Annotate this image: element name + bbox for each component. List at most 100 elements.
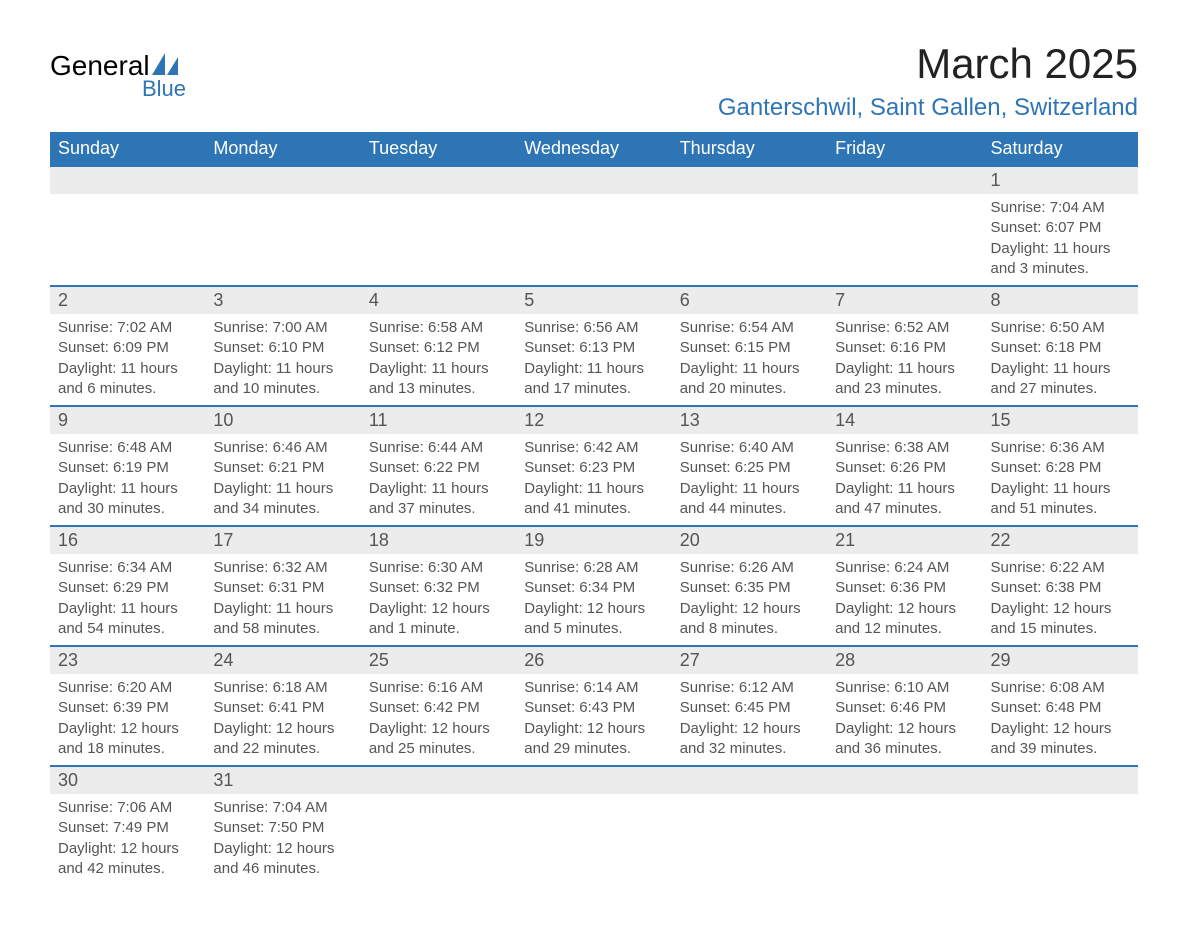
weekday-header: Friday xyxy=(827,132,982,166)
daylight-line: Daylight: 12 hours and 36 minutes. xyxy=(835,719,974,760)
sunrise-line: Sunrise: 6:14 AM xyxy=(524,678,663,698)
daylight-line: Daylight: 12 hours and 32 minutes. xyxy=(680,719,819,760)
day-number-cell xyxy=(516,166,671,194)
sunrise-line: Sunrise: 6:38 AM xyxy=(835,438,974,458)
daylight-line: Daylight: 11 hours and 37 minutes. xyxy=(369,479,508,520)
sunset-line: Sunset: 6:48 PM xyxy=(991,698,1130,718)
day-number-cell: 8 xyxy=(983,286,1138,314)
weekday-header: Monday xyxy=(205,132,360,166)
daylight-line: Daylight: 11 hours and 10 minutes. xyxy=(213,359,352,400)
daylight-line: Daylight: 12 hours and 5 minutes. xyxy=(524,599,663,640)
sunset-line: Sunset: 6:29 PM xyxy=(58,578,197,598)
day-detail-cell: Sunrise: 6:24 AMSunset: 6:36 PMDaylight:… xyxy=(827,554,982,646)
day-detail-cell: Sunrise: 7:00 AMSunset: 6:10 PMDaylight:… xyxy=(205,314,360,406)
day-detail-cell: Sunrise: 6:46 AMSunset: 6:21 PMDaylight:… xyxy=(205,434,360,526)
sunset-line: Sunset: 6:13 PM xyxy=(524,338,663,358)
day-number-cell xyxy=(361,766,516,794)
sunset-line: Sunset: 6:28 PM xyxy=(991,458,1130,478)
logo: General Blue xyxy=(50,50,186,102)
day-number-cell xyxy=(983,766,1138,794)
day-number-cell: 28 xyxy=(827,646,982,674)
day-detail-cell: Sunrise: 6:16 AMSunset: 6:42 PMDaylight:… xyxy=(361,674,516,766)
day-detail-cell: Sunrise: 6:14 AMSunset: 6:43 PMDaylight:… xyxy=(516,674,671,766)
day-detail-cell xyxy=(516,194,671,286)
day-number-cell: 12 xyxy=(516,406,671,434)
day-detail-cell: Sunrise: 6:32 AMSunset: 6:31 PMDaylight:… xyxy=(205,554,360,646)
daylight-line: Daylight: 11 hours and 17 minutes. xyxy=(524,359,663,400)
weekday-header: Wednesday xyxy=(516,132,671,166)
day-detail-cell: Sunrise: 6:48 AMSunset: 6:19 PMDaylight:… xyxy=(50,434,205,526)
sunrise-line: Sunrise: 6:18 AM xyxy=(213,678,352,698)
daylight-line: Daylight: 11 hours and 54 minutes. xyxy=(58,599,197,640)
sunrise-line: Sunrise: 6:12 AM xyxy=(680,678,819,698)
day-number-cell: 29 xyxy=(983,646,1138,674)
sunset-line: Sunset: 6:23 PM xyxy=(524,458,663,478)
day-detail-cell: Sunrise: 7:06 AMSunset: 7:49 PMDaylight:… xyxy=(50,794,205,885)
day-number-cell: 31 xyxy=(205,766,360,794)
daylight-line: Daylight: 11 hours and 34 minutes. xyxy=(213,479,352,520)
day-detail-cell xyxy=(361,194,516,286)
daylight-line: Daylight: 12 hours and 39 minutes. xyxy=(991,719,1130,760)
day-detail-cell: Sunrise: 6:58 AMSunset: 6:12 PMDaylight:… xyxy=(361,314,516,406)
sunset-line: Sunset: 6:09 PM xyxy=(58,338,197,358)
day-detail-cell xyxy=(827,794,982,885)
daylight-line: Daylight: 12 hours and 46 minutes. xyxy=(213,839,352,880)
sunrise-line: Sunrise: 6:36 AM xyxy=(991,438,1130,458)
calendar-table: SundayMondayTuesdayWednesdayThursdayFrid… xyxy=(50,132,1138,885)
day-detail-cell: Sunrise: 6:28 AMSunset: 6:34 PMDaylight:… xyxy=(516,554,671,646)
day-number-cell: 16 xyxy=(50,526,205,554)
daylight-line: Daylight: 11 hours and 41 minutes. xyxy=(524,479,663,520)
day-number-cell: 5 xyxy=(516,286,671,314)
day-detail-cell: Sunrise: 6:10 AMSunset: 6:46 PMDaylight:… xyxy=(827,674,982,766)
day-number-cell: 24 xyxy=(205,646,360,674)
day-detail-cell xyxy=(983,794,1138,885)
day-detail-cell: Sunrise: 6:12 AMSunset: 6:45 PMDaylight:… xyxy=(672,674,827,766)
day-number-cell xyxy=(516,766,671,794)
sunrise-line: Sunrise: 6:20 AM xyxy=(58,678,197,698)
day-number-cell: 7 xyxy=(827,286,982,314)
sunrise-line: Sunrise: 7:02 AM xyxy=(58,318,197,338)
sunrise-line: Sunrise: 6:26 AM xyxy=(680,558,819,578)
daylight-line: Daylight: 12 hours and 25 minutes. xyxy=(369,719,508,760)
sunrise-line: Sunrise: 6:42 AM xyxy=(524,438,663,458)
day-detail-cell: Sunrise: 6:42 AMSunset: 6:23 PMDaylight:… xyxy=(516,434,671,526)
sunset-line: Sunset: 6:43 PM xyxy=(524,698,663,718)
sunset-line: Sunset: 6:35 PM xyxy=(680,578,819,598)
sunrise-line: Sunrise: 6:48 AM xyxy=(58,438,197,458)
sunrise-line: Sunrise: 6:08 AM xyxy=(991,678,1130,698)
day-detail-cell xyxy=(827,194,982,286)
day-number-row: 1 xyxy=(50,166,1138,194)
day-detail-cell xyxy=(672,794,827,885)
sunrise-line: Sunrise: 7:04 AM xyxy=(991,198,1130,218)
day-detail-cell: Sunrise: 6:08 AMSunset: 6:48 PMDaylight:… xyxy=(983,674,1138,766)
day-detail-cell: Sunrise: 7:02 AMSunset: 6:09 PMDaylight:… xyxy=(50,314,205,406)
sunset-line: Sunset: 6:25 PM xyxy=(680,458,819,478)
sunrise-line: Sunrise: 6:56 AM xyxy=(524,318,663,338)
sunset-line: Sunset: 6:42 PM xyxy=(369,698,508,718)
day-detail-cell: Sunrise: 6:52 AMSunset: 6:16 PMDaylight:… xyxy=(827,314,982,406)
sunset-line: Sunset: 6:45 PM xyxy=(680,698,819,718)
day-number-row: 3031 xyxy=(50,766,1138,794)
sunrise-line: Sunrise: 7:04 AM xyxy=(213,798,352,818)
sunset-line: Sunset: 6:16 PM xyxy=(835,338,974,358)
day-detail-row: Sunrise: 6:48 AMSunset: 6:19 PMDaylight:… xyxy=(50,434,1138,526)
sunset-line: Sunset: 6:26 PM xyxy=(835,458,974,478)
sunrise-line: Sunrise: 6:22 AM xyxy=(991,558,1130,578)
sunrise-line: Sunrise: 6:34 AM xyxy=(58,558,197,578)
day-number-cell: 11 xyxy=(361,406,516,434)
daylight-line: Daylight: 11 hours and 6 minutes. xyxy=(58,359,197,400)
day-detail-cell: Sunrise: 6:54 AMSunset: 6:15 PMDaylight:… xyxy=(672,314,827,406)
day-number-cell xyxy=(205,166,360,194)
day-number-cell: 19 xyxy=(516,526,671,554)
sunrise-line: Sunrise: 7:00 AM xyxy=(213,318,352,338)
daylight-line: Daylight: 11 hours and 30 minutes. xyxy=(58,479,197,520)
weekday-header-row: SundayMondayTuesdayWednesdayThursdayFrid… xyxy=(50,132,1138,166)
day-number-row: 23242526272829 xyxy=(50,646,1138,674)
sunrise-line: Sunrise: 6:40 AM xyxy=(680,438,819,458)
sunrise-line: Sunrise: 6:30 AM xyxy=(369,558,508,578)
day-number-cell xyxy=(672,166,827,194)
day-number-cell: 4 xyxy=(361,286,516,314)
day-number-cell: 15 xyxy=(983,406,1138,434)
daylight-line: Daylight: 11 hours and 58 minutes. xyxy=(213,599,352,640)
daylight-line: Daylight: 12 hours and 22 minutes. xyxy=(213,719,352,760)
